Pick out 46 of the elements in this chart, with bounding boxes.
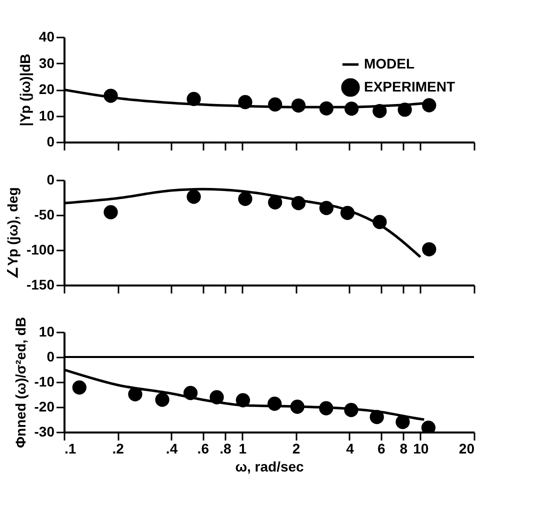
x-tick-label: .2 [112,440,124,456]
point [398,102,412,117]
y-axis-title: ∠Yp (jω), deg [4,187,20,279]
point [290,400,304,414]
x-axis-title: ω, rad/sec [235,458,304,474]
y-tick-label: 0 [46,134,55,150]
point [372,104,387,118]
point [370,410,384,424]
point [236,393,250,408]
y-tick-label: -30 [34,424,55,440]
y-tick-label: 40 [38,28,55,44]
point [155,392,170,407]
y-tick-label: 0 [46,348,55,364]
y-tick-label: 10 [38,324,55,340]
x-tick-label: 6 [377,440,386,456]
point [291,98,306,113]
point [128,387,142,402]
y-tick-label: 10 [38,107,55,124]
x-tick-label: .8 [220,440,232,456]
point [344,402,358,418]
y-tick-label: -10 [34,374,55,390]
y-tick-label: -150 [26,276,55,292]
y-tick-label: 20 [38,81,55,97]
x-tick-label: 2 [292,440,300,456]
y-tick-label: -20 [34,398,55,414]
x-tick-label: 8 [400,440,408,456]
point [319,101,334,116]
y-tick-label: -100 [26,242,55,258]
x-tick-label: 20 [458,440,475,456]
point [238,95,252,110]
y-axis-title: Φnned (ω)/σ²ed, dB [12,317,28,448]
y-tick-label: 30 [38,54,55,71]
y-axis-title: |Yp (jω)|dB [16,54,34,126]
x-tick-label: .1 [64,440,76,456]
point [183,386,198,400]
point [344,102,359,116]
x-tick-label: 1 [238,440,247,456]
legend-label: EXPERIMENT [364,78,456,94]
y-tick-label: -50 [34,206,55,222]
legend-label: MODEL [364,56,415,72]
x-tick-label: .4 [166,440,178,456]
x-tick-label: .6 [197,440,210,456]
x-tick-label: 4 [346,440,354,456]
point [210,390,224,404]
x-tick-label: 10 [413,440,429,456]
y-tick-label: 0 [46,172,55,188]
